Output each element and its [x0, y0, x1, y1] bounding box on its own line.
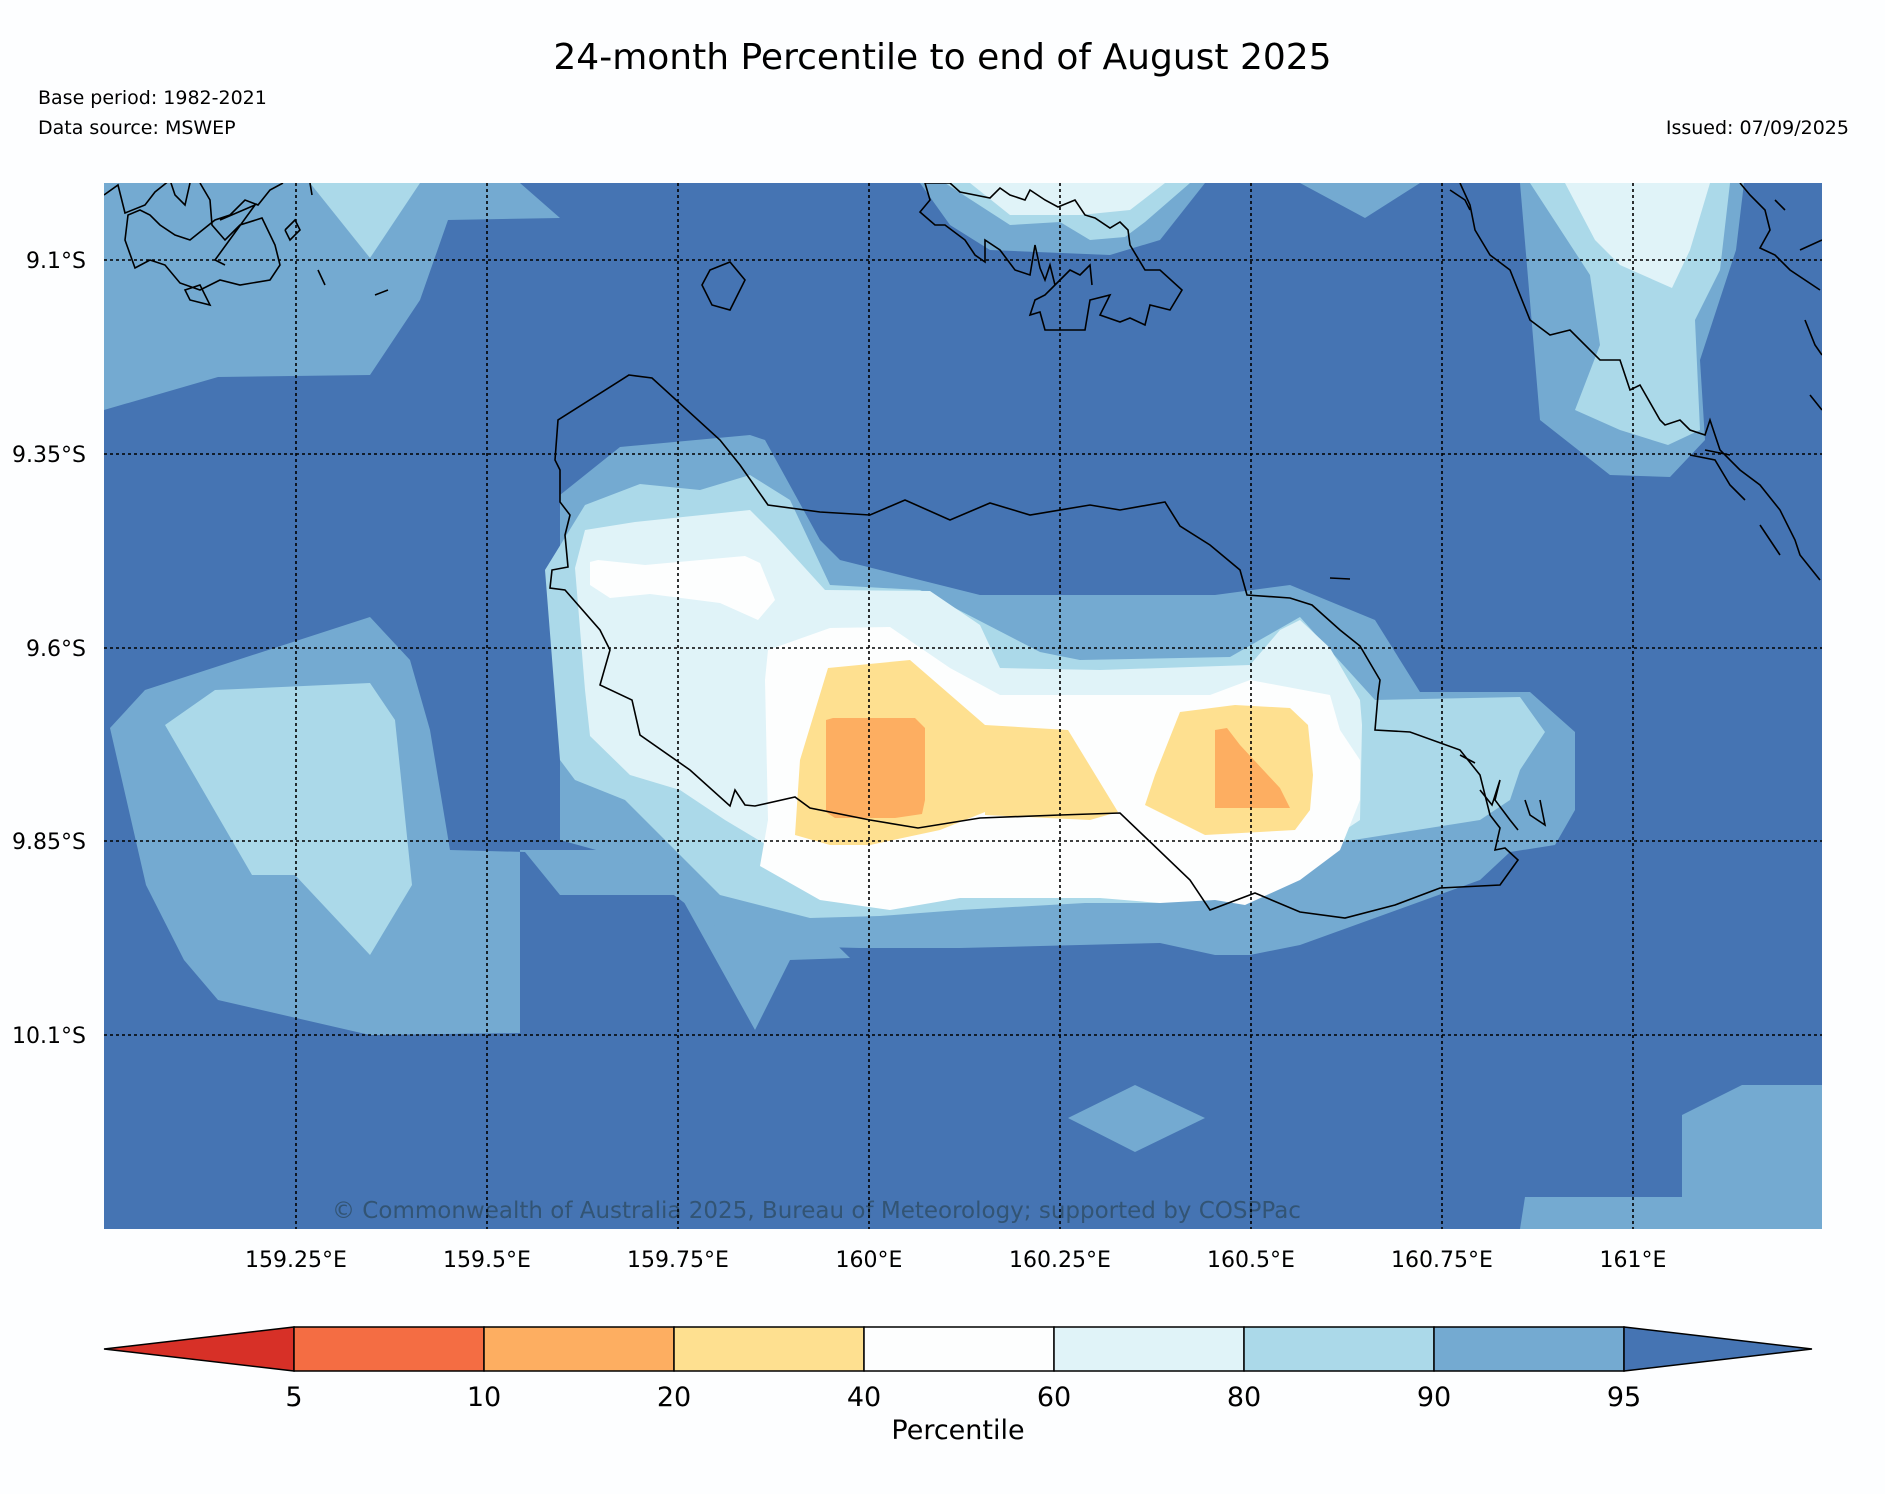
colorbar-tick-label: 10 [467, 1382, 501, 1413]
region-60-80-northeast [1565, 183, 1710, 288]
base-period-text: Base period: 1982-2021 [38, 87, 267, 109]
lon-tick-label: 160°E [836, 1248, 903, 1273]
colorbar-tick-label: 90 [1417, 1382, 1451, 1413]
colorbar-segment-90-95 [1433, 1326, 1625, 1372]
colorbar-tick-labels: 5 10 20 40 60 80 90 95 [285, 1382, 1641, 1413]
lat-tick-label: 9.6°S [26, 637, 86, 662]
coastline-guadalcanal [549, 374, 1520, 919]
colorbar-low-extend [103, 1326, 295, 1372]
lat-tick-label: 9.85°S [12, 830, 86, 855]
coastline-small-dash [1329, 577, 1351, 580]
regions-10-20 [826, 718, 1290, 818]
region-90-95-northwest [104, 183, 560, 410]
graticule [104, 183, 1822, 1229]
map-title: 24-month Percentile to end of August 202… [553, 37, 1332, 78]
lat-tick-label: 9.35°S [12, 443, 86, 468]
region-10-20-east [1215, 728, 1290, 808]
colorbar-tick-label: 20 [657, 1382, 691, 1413]
lat-tick-label: 9.1°S [26, 249, 86, 274]
issued-date-text: Issued: 07/09/2025 [1665, 117, 1849, 139]
region-80-90-northwest [310, 183, 420, 258]
colorbar-tick-label: 95 [1607, 1382, 1641, 1413]
lon-tick-label: 160.5°E [1207, 1248, 1295, 1273]
colorbar-tick-label: 5 [285, 1382, 302, 1413]
region-90-95-south [1068, 1085, 1205, 1152]
coastline-northwest-islands [104, 183, 389, 307]
coastline-florida-islands [918, 183, 1184, 331]
colorbar-tick-label: 60 [1037, 1382, 1071, 1413]
coastline-guadalcanal-east-islands [1459, 754, 1547, 831]
map-plot-area: © Commonwealth of Australia 2025, Bureau… [104, 183, 1822, 1229]
coastline-malaita [1449, 183, 1822, 581]
lon-tick-label: 160.25°E [1009, 1248, 1111, 1273]
region-90-95-topright [1300, 183, 1420, 218]
longitude-tick-labels: 159.25°E 159.5°E 159.75°E 160°E 160.25°E… [245, 1248, 1666, 1273]
colorbar-segment-10-20 [483, 1326, 675, 1372]
colorbar-segment-20-40 [673, 1326, 865, 1372]
lon-tick-label: 161°E [1600, 1248, 1667, 1273]
colorbar-tick-label: 80 [1227, 1382, 1261, 1413]
colorbar-segment-60-80 [1053, 1326, 1245, 1372]
colorbar-title: Percentile [891, 1415, 1024, 1446]
coastline-small-island [701, 261, 746, 311]
region-40-60-northwest [590, 556, 775, 620]
region-10-20-west [826, 718, 925, 818]
lon-tick-label: 159.5°E [443, 1248, 531, 1273]
colorbar-segment-5-10 [293, 1326, 485, 1372]
lon-tick-label: 159.75°E [627, 1248, 729, 1273]
lat-tick-label: 10.1°S [12, 1024, 86, 1049]
copyright-text: © Commonwealth of Australia 2025, Bureau… [332, 1198, 1301, 1224]
region-60-80-small [650, 722, 690, 737]
region-60-80-north [970, 183, 1165, 215]
lon-tick-label: 159.25°E [245, 1248, 347, 1273]
colorbar-high-extend [1623, 1326, 1813, 1372]
region-20-40-middle [985, 725, 1118, 820]
region-80-90-west [165, 683, 412, 955]
colorbar-tick-label: 40 [847, 1382, 881, 1413]
colorbar-segment-80-90 [1243, 1326, 1435, 1372]
lon-tick-label: 160.75°E [1391, 1248, 1493, 1273]
data-source-text: Data source: MSWEP [38, 117, 236, 139]
colorbar-segment-40-60 [863, 1326, 1055, 1372]
coastlines [104, 183, 1822, 919]
latitude-tick-labels: 9.1°S 9.35°S 9.6°S 9.85°S 10.1°S [12, 249, 86, 1049]
colorbar: 5 10 20 40 60 80 90 95 Percentile [103, 1326, 1813, 1446]
region-90-95-southeast [1520, 1085, 1822, 1229]
